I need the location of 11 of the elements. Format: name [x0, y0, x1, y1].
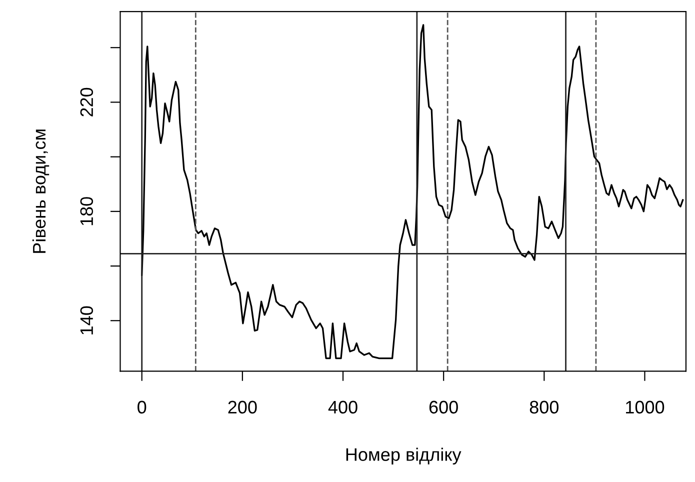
x-tick-label: 400	[328, 400, 358, 414]
y-tick-label: 220	[80, 88, 94, 116]
x-tick-label: 800	[530, 400, 559, 414]
x-tick-label: 0	[138, 400, 146, 414]
y-tick-label: 140	[80, 306, 94, 334]
x-tick-label: 200	[228, 400, 257, 414]
y-tick-label: 180	[80, 197, 94, 226]
x-tick-label: 600	[429, 400, 458, 414]
x-axis-title: Номер відліку	[346, 448, 462, 465]
y-axis-title: Рівень води,см	[32, 130, 50, 253]
x-tick-label: 1000	[626, 400, 664, 414]
